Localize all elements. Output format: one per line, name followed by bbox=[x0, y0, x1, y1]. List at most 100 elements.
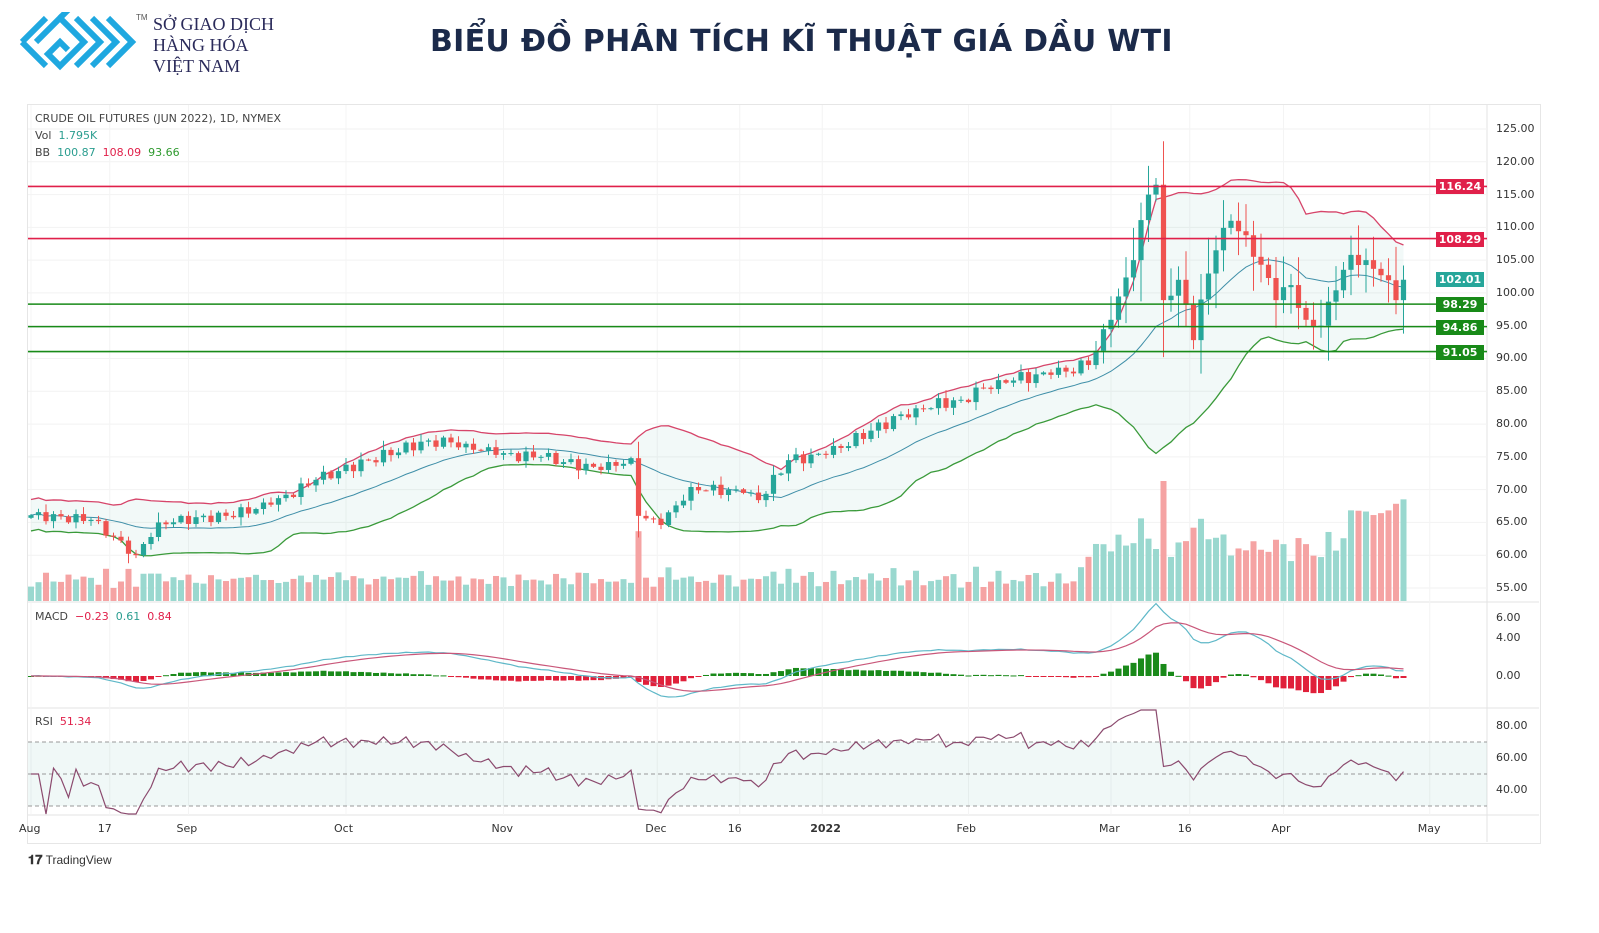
volume-bar bbox=[868, 573, 874, 601]
volume-bar bbox=[958, 587, 964, 601]
candle-body bbox=[1288, 285, 1294, 288]
bb-label: BB bbox=[35, 146, 51, 159]
volume-bar bbox=[268, 579, 274, 601]
macd-histogram-bar bbox=[1378, 674, 1384, 676]
candle-body bbox=[680, 500, 687, 506]
candle-body bbox=[440, 437, 447, 447]
candle-body bbox=[1040, 372, 1047, 375]
volume-bar bbox=[110, 587, 117, 601]
volume-bar bbox=[1033, 573, 1039, 601]
y-tick-label: 90.00 bbox=[1496, 351, 1528, 365]
candle-body bbox=[650, 518, 657, 520]
candle-body bbox=[793, 454, 799, 461]
macd-histogram-bar bbox=[1198, 676, 1204, 689]
rsi-tick-label: 60.00 bbox=[1496, 751, 1528, 764]
macd-histogram-bar bbox=[1100, 673, 1107, 676]
volume-bar bbox=[1055, 573, 1062, 601]
tradingview-icon: 𝟏𝟕 bbox=[28, 852, 43, 867]
macd-histogram-bar bbox=[920, 672, 927, 676]
volume-bar bbox=[178, 580, 184, 601]
y-tick-label: 115.00 bbox=[1496, 187, 1535, 201]
volume-bar bbox=[1175, 542, 1182, 601]
candle-body bbox=[1145, 194, 1152, 221]
candle-body bbox=[920, 408, 927, 410]
macd-histogram-bar bbox=[1228, 674, 1234, 676]
volume-bar bbox=[613, 581, 619, 601]
candle-body bbox=[328, 471, 334, 479]
volume-bar bbox=[1220, 534, 1227, 601]
candle-body bbox=[140, 544, 147, 556]
candle-body bbox=[1273, 278, 1279, 301]
volume-bar bbox=[898, 585, 904, 601]
macd-histogram-bar bbox=[1190, 676, 1197, 689]
macd-histogram-bar bbox=[193, 672, 199, 676]
chart-panel[interactable] bbox=[27, 104, 1541, 844]
macd-histogram-bar bbox=[1183, 676, 1189, 682]
volume-bar bbox=[710, 582, 717, 601]
macd-histogram-bar bbox=[1288, 676, 1294, 689]
volume-bar bbox=[935, 579, 942, 601]
macd-histogram-bar bbox=[275, 672, 282, 676]
volume-bar bbox=[1378, 513, 1384, 601]
candle-body bbox=[1348, 254, 1354, 270]
volume-bar bbox=[1370, 515, 1377, 601]
candle-body bbox=[1003, 380, 1009, 383]
candle-body bbox=[425, 440, 432, 442]
candle-body bbox=[815, 453, 822, 455]
candle-body bbox=[643, 515, 649, 519]
macd-histogram-bar bbox=[1070, 676, 1077, 678]
volume-bar bbox=[1393, 503, 1399, 601]
candle-body bbox=[1310, 319, 1317, 327]
rsi-tick-label: 40.00 bbox=[1496, 783, 1528, 796]
candle-body bbox=[365, 459, 372, 461]
candle-body bbox=[1078, 360, 1084, 374]
volume-bar bbox=[695, 581, 702, 601]
y-tick-label: 55.00 bbox=[1496, 580, 1528, 594]
rsi-label: RSI bbox=[35, 715, 53, 728]
candle-body bbox=[73, 514, 79, 523]
macd-histogram-bar bbox=[590, 676, 597, 681]
candle-body bbox=[448, 437, 454, 443]
macd-histogram-bar bbox=[335, 671, 342, 676]
candle-body bbox=[508, 453, 514, 455]
macd-histogram-bar bbox=[935, 672, 942, 676]
volume-bar bbox=[830, 570, 837, 601]
macd-histogram-bar bbox=[470, 676, 477, 679]
volume-bar bbox=[665, 567, 672, 601]
volume-bar bbox=[140, 573, 147, 601]
volume-bar bbox=[95, 584, 102, 601]
candle-body bbox=[673, 505, 679, 513]
brand-line: SỞ GIAO DỊCH bbox=[153, 14, 274, 34]
candle-body bbox=[545, 452, 552, 457]
volume-bar bbox=[1355, 510, 1362, 601]
candle-body bbox=[110, 535, 117, 537]
macd-histogram-bar bbox=[320, 670, 327, 676]
macd-histogram-bar bbox=[1175, 675, 1182, 677]
candle-body bbox=[1160, 184, 1167, 301]
candle-body bbox=[778, 473, 784, 475]
candle-body bbox=[58, 514, 64, 517]
candle-body bbox=[710, 484, 717, 491]
macd-histogram-bar bbox=[650, 676, 657, 687]
macd-histogram-bar bbox=[395, 673, 402, 676]
volume-bar bbox=[1318, 557, 1324, 601]
volume-bar bbox=[590, 583, 597, 601]
macd-histogram-bar bbox=[500, 676, 507, 681]
candle-body bbox=[298, 483, 304, 498]
x-tick-label: Aug bbox=[19, 822, 41, 835]
y-tick-label: 110.00 bbox=[1496, 220, 1535, 234]
macd-histogram-bar bbox=[740, 673, 747, 676]
volume-bar bbox=[1078, 567, 1084, 601]
volume-bar bbox=[58, 581, 64, 601]
macd-histogram-bar bbox=[808, 668, 814, 676]
bb-upper: 108.09 bbox=[102, 146, 142, 159]
candle-body bbox=[230, 515, 237, 518]
macd-histogram-bar bbox=[883, 670, 889, 676]
tradingview-watermark[interactable]: 𝟏𝟕 TradingView bbox=[28, 852, 112, 868]
candle-body bbox=[253, 509, 259, 514]
macd-histogram-bar bbox=[860, 670, 867, 676]
macd-histogram-bar bbox=[133, 676, 139, 682]
y-tick-label: 100.00 bbox=[1496, 285, 1535, 299]
volume-bar bbox=[1093, 543, 1099, 601]
